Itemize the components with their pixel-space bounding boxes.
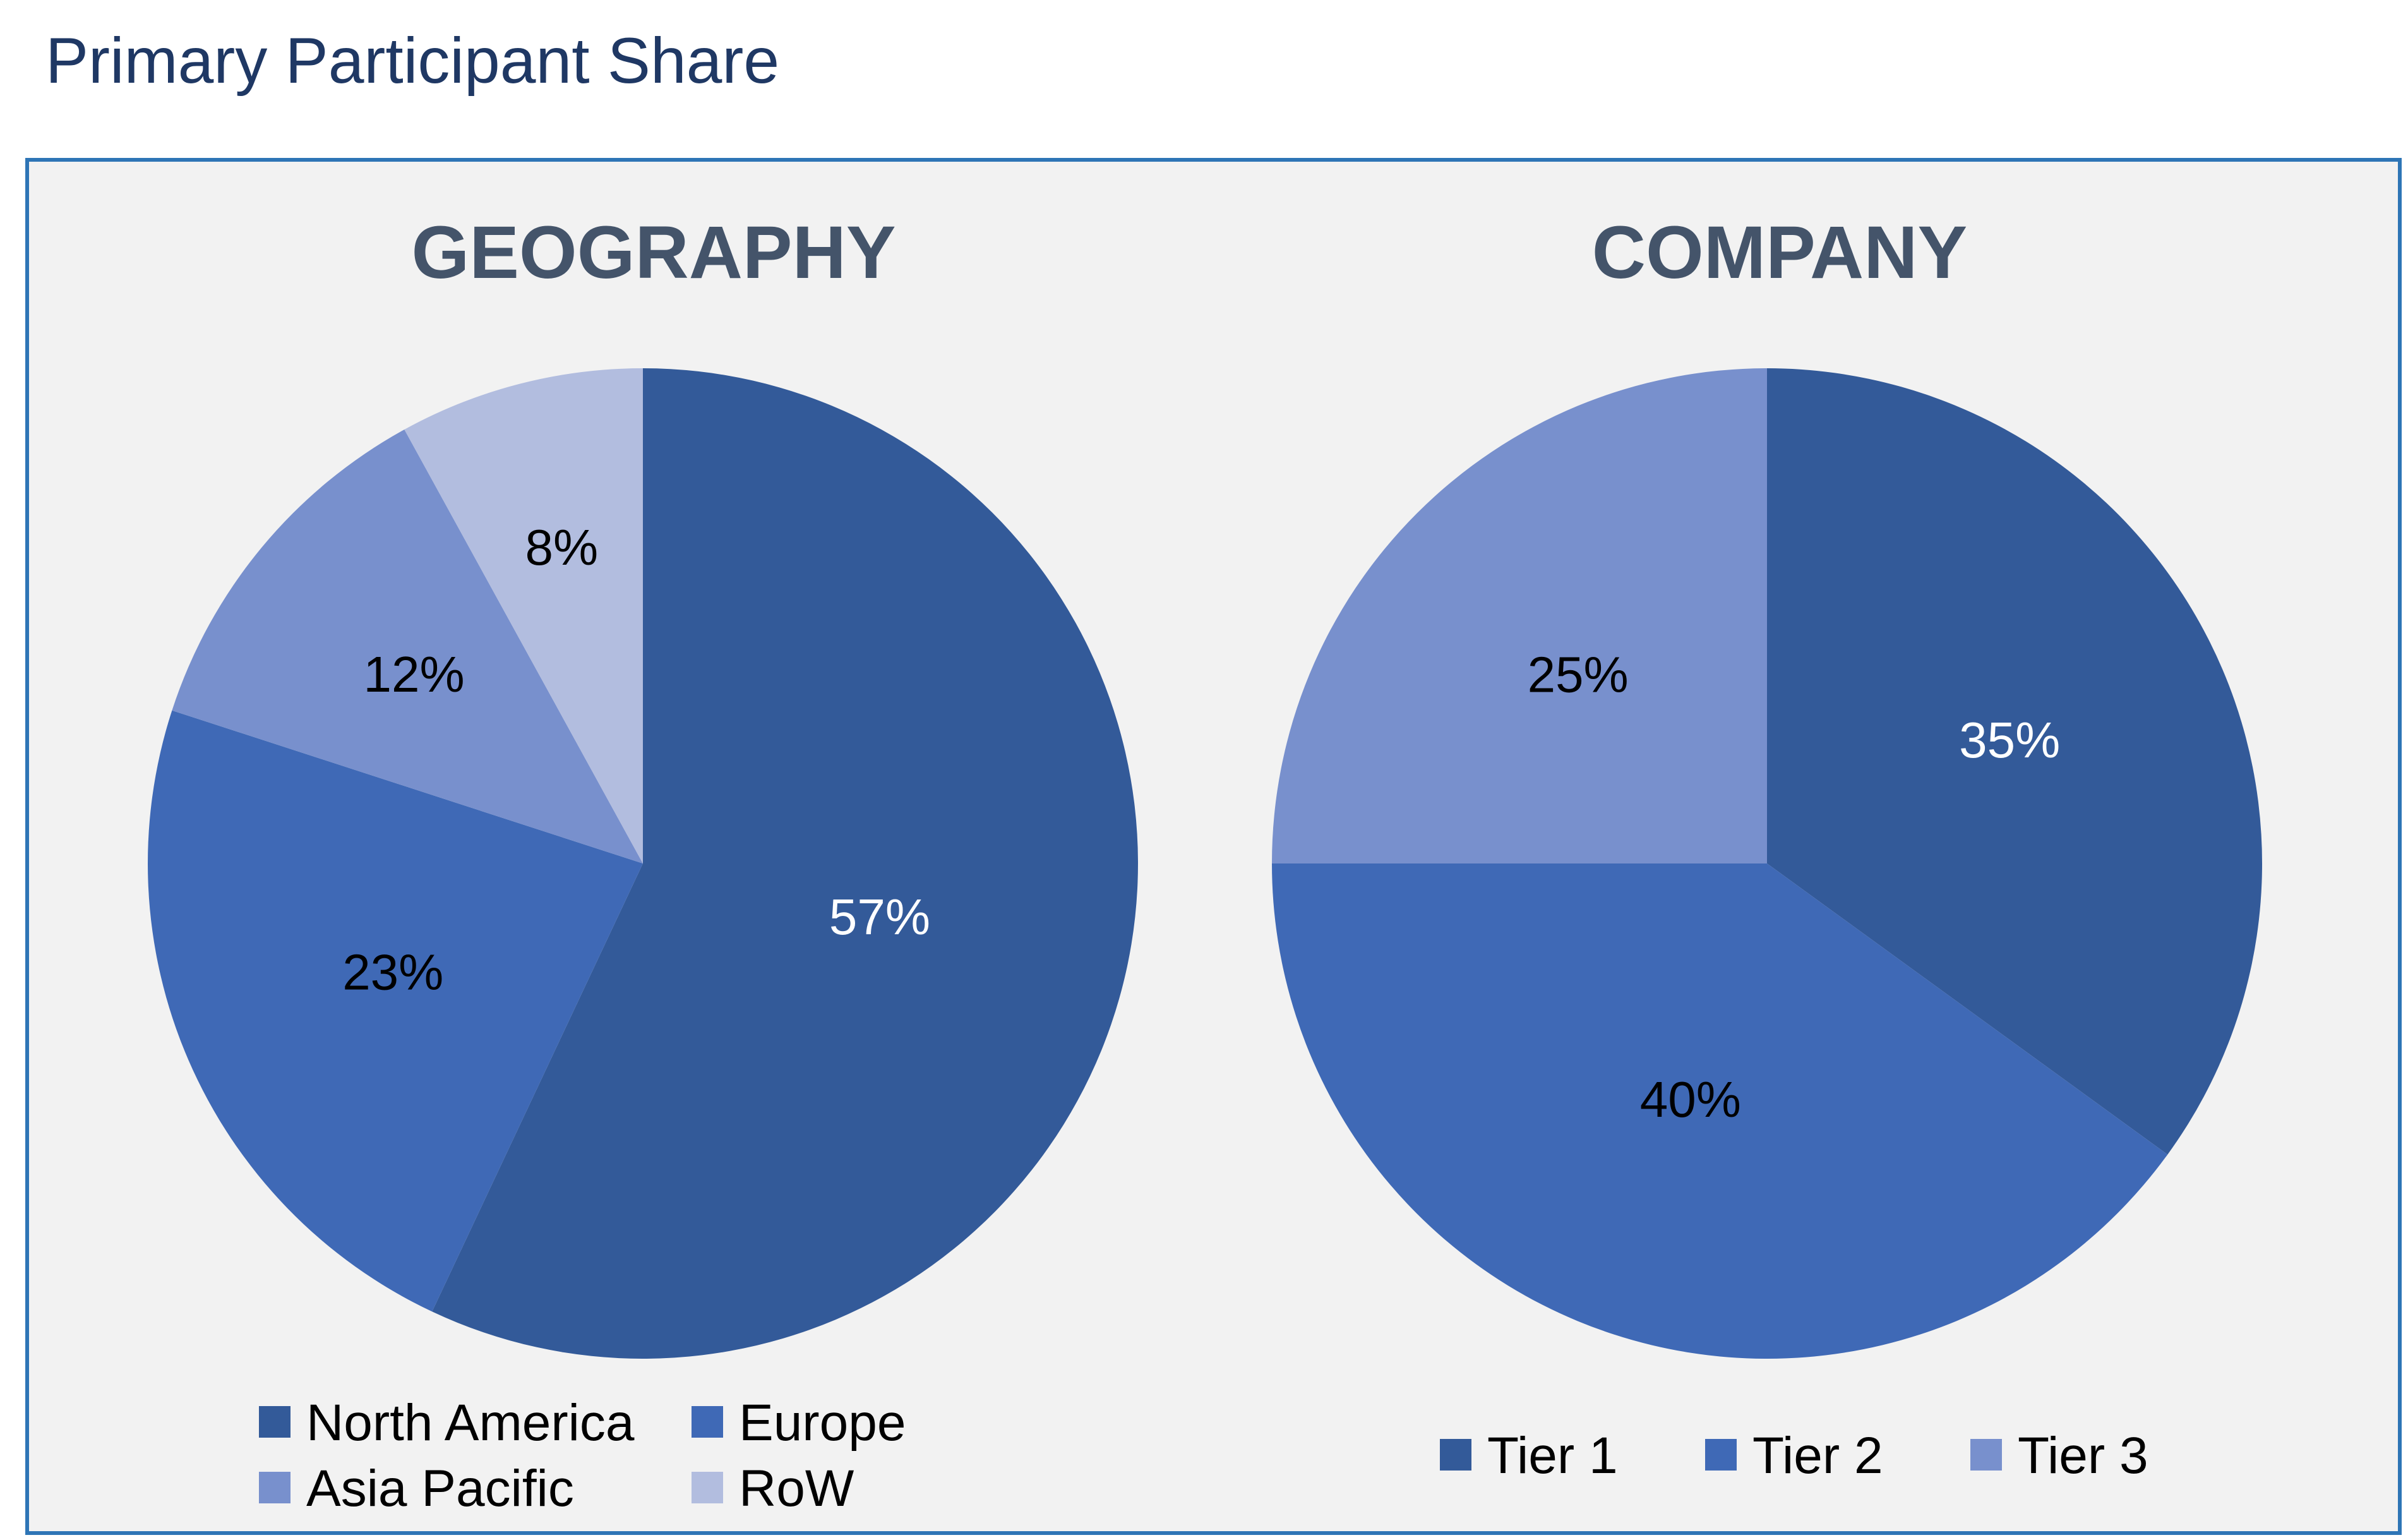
- legend-swatch: [259, 1406, 291, 1438]
- data-label: 23%: [342, 944, 443, 1000]
- data-label: 8%: [525, 519, 599, 575]
- legend-label: Asia Pacific: [306, 1460, 574, 1517]
- chart-title: GEOGRAPHY: [411, 211, 896, 294]
- legend-swatch: [1440, 1439, 1471, 1471]
- pie-slice: [1272, 368, 1767, 863]
- pie-slice: [1271, 863, 2168, 1359]
- legend-swatch: [692, 1406, 723, 1438]
- legend-label: Tier 1: [1487, 1427, 1618, 1484]
- data-label: 35%: [1959, 712, 2060, 768]
- page-title: Primary Participant Share: [45, 25, 780, 97]
- legend-label: North America: [306, 1394, 635, 1452]
- data-label: 25%: [1528, 647, 1629, 703]
- legend-swatch: [1970, 1439, 2002, 1471]
- legend-label: Europe: [739, 1394, 906, 1452]
- legend-label: Tier 3: [2018, 1427, 2148, 1484]
- data-label: 40%: [1640, 1071, 1741, 1128]
- pie-slice: [1767, 368, 2262, 1155]
- pie-chart-0: GEOGRAPHY 57% 23% 12% 8% North America Europe A…: [148, 211, 1138, 1517]
- pie-slice: [404, 368, 643, 863]
- legend-swatch: [259, 1472, 291, 1503]
- pie-slice: [172, 429, 643, 863]
- data-label: 12%: [363, 646, 464, 702]
- legend-swatch: [1705, 1439, 1737, 1471]
- data-label: 57%: [829, 889, 930, 945]
- pie-slice: [432, 368, 1138, 1359]
- chart-title: COMPANY: [1592, 211, 1967, 294]
- pie-chart-1: COMPANY 35% 40% 25% Tier 1 Tier 2 Tier 3: [1271, 211, 2262, 1484]
- legend-label: RoW: [739, 1460, 854, 1517]
- pie-slice: [148, 710, 644, 1312]
- legend-swatch: [692, 1472, 723, 1503]
- legend-label: Tier 2: [1752, 1427, 1883, 1484]
